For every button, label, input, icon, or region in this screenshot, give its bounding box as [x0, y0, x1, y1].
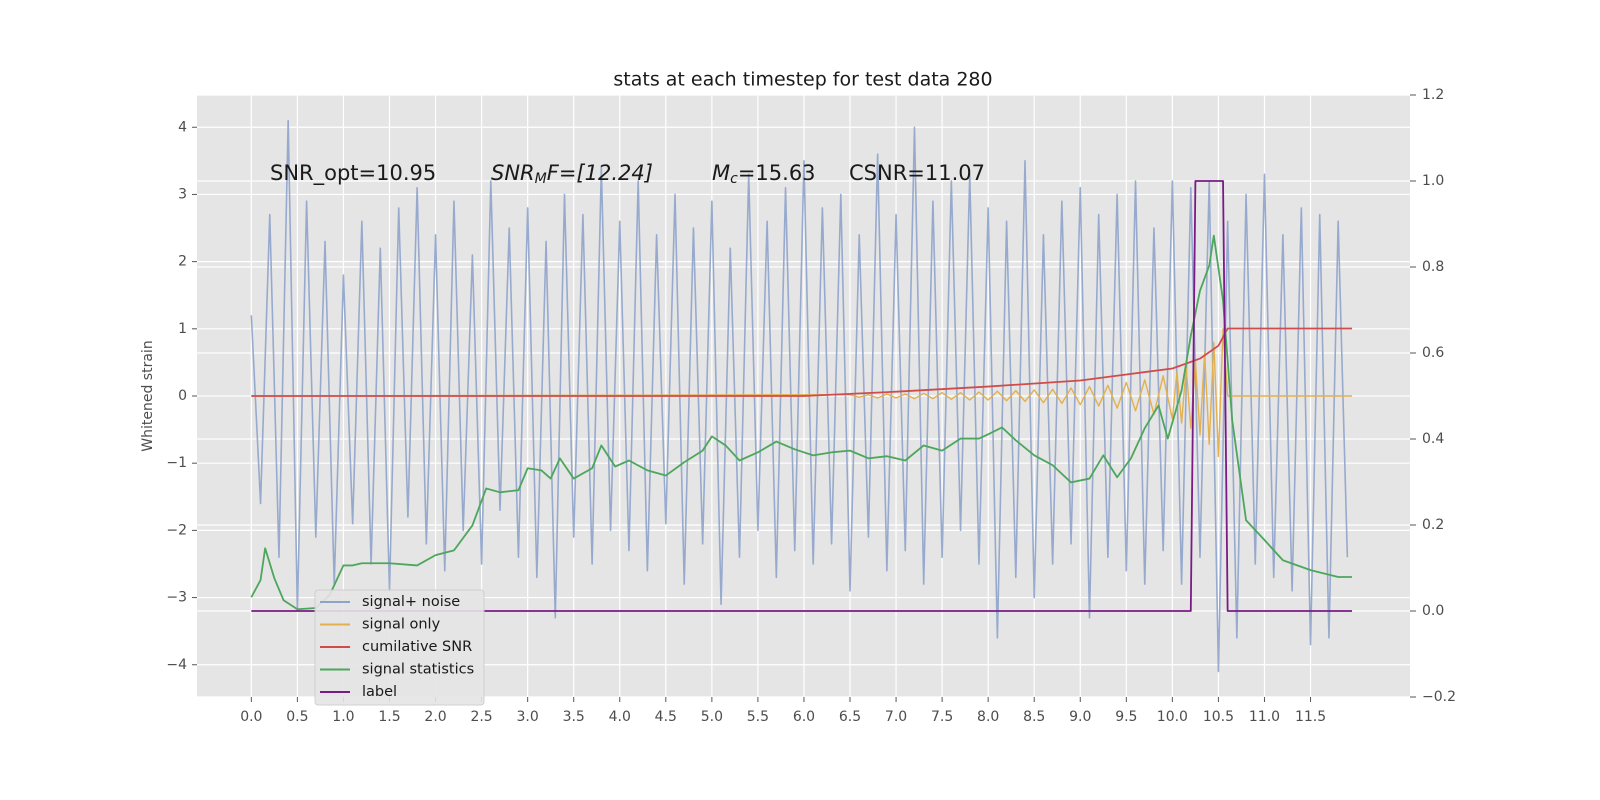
- x-tick-label: 10.5: [1203, 709, 1234, 725]
- series-line: [250, 119, 1349, 673]
- y2-tick-label: −0.2: [1422, 689, 1456, 705]
- x-tick-label: 5.5: [747, 709, 769, 725]
- legend-label: signal statistics: [362, 662, 474, 678]
- y-tick-label: 0: [178, 388, 187, 404]
- series-line: [251, 180, 1352, 612]
- x-tick-label: 3.5: [563, 709, 585, 725]
- y-tick-label: −3: [166, 590, 187, 606]
- x-tick-label: 9.5: [1115, 709, 1137, 725]
- series-line: [251, 327, 1352, 397]
- x-tick-label: 8.0: [977, 709, 999, 725]
- y-tick-label: 4: [178, 119, 187, 135]
- x-tick-label: 6.5: [839, 709, 861, 725]
- x-tick-label: 9.0: [1069, 709, 1091, 725]
- x-tick-label: 0.0: [240, 709, 262, 725]
- y-tick-label: −1: [166, 455, 187, 471]
- x-tick-label: 11.5: [1295, 709, 1326, 725]
- y-axis-label: Whitened strain: [140, 340, 156, 451]
- y2-tick-label: 0.4: [1422, 431, 1444, 447]
- annotation-part: M: [535, 171, 547, 187]
- x-tick-label: 1.5: [378, 709, 400, 725]
- annotation: Mc=15.63: [712, 161, 816, 187]
- y2-tick-label: 1.0: [1422, 173, 1444, 189]
- chart-title: stats at each timestep for test data 280: [613, 69, 992, 91]
- y2-tick-label: 0.8: [1422, 259, 1444, 275]
- x-tick-label: 2.0: [424, 709, 446, 725]
- x-tick-label: 8.5: [1023, 709, 1045, 725]
- y2-tick-label: 0.2: [1422, 517, 1444, 533]
- annotation: CSNR=11.07: [849, 161, 985, 185]
- legend-label: cumilative SNR: [362, 639, 472, 655]
- annotation-part: F=[12.24]: [547, 161, 653, 185]
- axes: 0.0 0.5 1.0 1.5 2.0 2.5 3.0 3.5 4.0 4.5 5.0 5.5 6.0 6…: [166, 87, 1456, 725]
- legend: signal+ noise signal only cumilative SNR si…: [314, 589, 485, 706]
- x-tick-label: 5.0: [701, 709, 723, 725]
- annotations: SNR_opt=10.95 SNRMF=[12.24] Mc=15.63 CSNR=1…: [270, 161, 985, 187]
- annotation-part: M: [712, 161, 730, 185]
- x-tick-label: 7.0: [885, 709, 907, 725]
- y-tick-label: −4: [166, 657, 187, 673]
- x-tick-label: 3.0: [517, 709, 539, 725]
- x-tick-label: 11.0: [1249, 709, 1280, 725]
- legend-label: signal only: [362, 617, 441, 633]
- x-tick-label: 7.5: [931, 709, 953, 725]
- y-tick-label: 3: [178, 186, 187, 202]
- legend-label: label: [362, 684, 397, 700]
- y2-tick-label: 1.2: [1422, 87, 1444, 103]
- y-tick-label: −2: [166, 522, 187, 538]
- annotation-part: c: [730, 171, 738, 187]
- x-tick-label: 2.5: [470, 709, 492, 725]
- x-tick-label: 4.5: [655, 709, 677, 725]
- legend-label: signal+ noise: [362, 594, 460, 610]
- annotation-part: SNR_opt=10.95: [270, 161, 436, 186]
- legend-box: [314, 589, 485, 706]
- x-tick-label: 10.0: [1157, 709, 1188, 725]
- x-tick-label: 4.0: [609, 709, 631, 725]
- y-tick-label: 2: [178, 254, 187, 270]
- x-tick-label: 1.0: [332, 709, 354, 725]
- series-line: [251, 328, 1352, 458]
- annotation-part: =15.63: [738, 161, 816, 185]
- x-tick-label: 0.5: [286, 709, 308, 725]
- y2-tick-label: 0.6: [1422, 345, 1444, 361]
- annotation: SNR_opt=10.95: [270, 161, 436, 186]
- plot-lines: [250, 119, 1352, 673]
- y-tick-label: 1: [178, 321, 187, 337]
- annotation: SNRMF=[12.24]: [491, 161, 653, 187]
- annotation-part: CSNR=11.07: [849, 161, 985, 185]
- annotation-part: SNR: [491, 161, 535, 185]
- y2-tick-label: 0.0: [1422, 603, 1444, 619]
- series-line: [250, 234, 1352, 611]
- x-tick-label: 6.0: [793, 709, 815, 725]
